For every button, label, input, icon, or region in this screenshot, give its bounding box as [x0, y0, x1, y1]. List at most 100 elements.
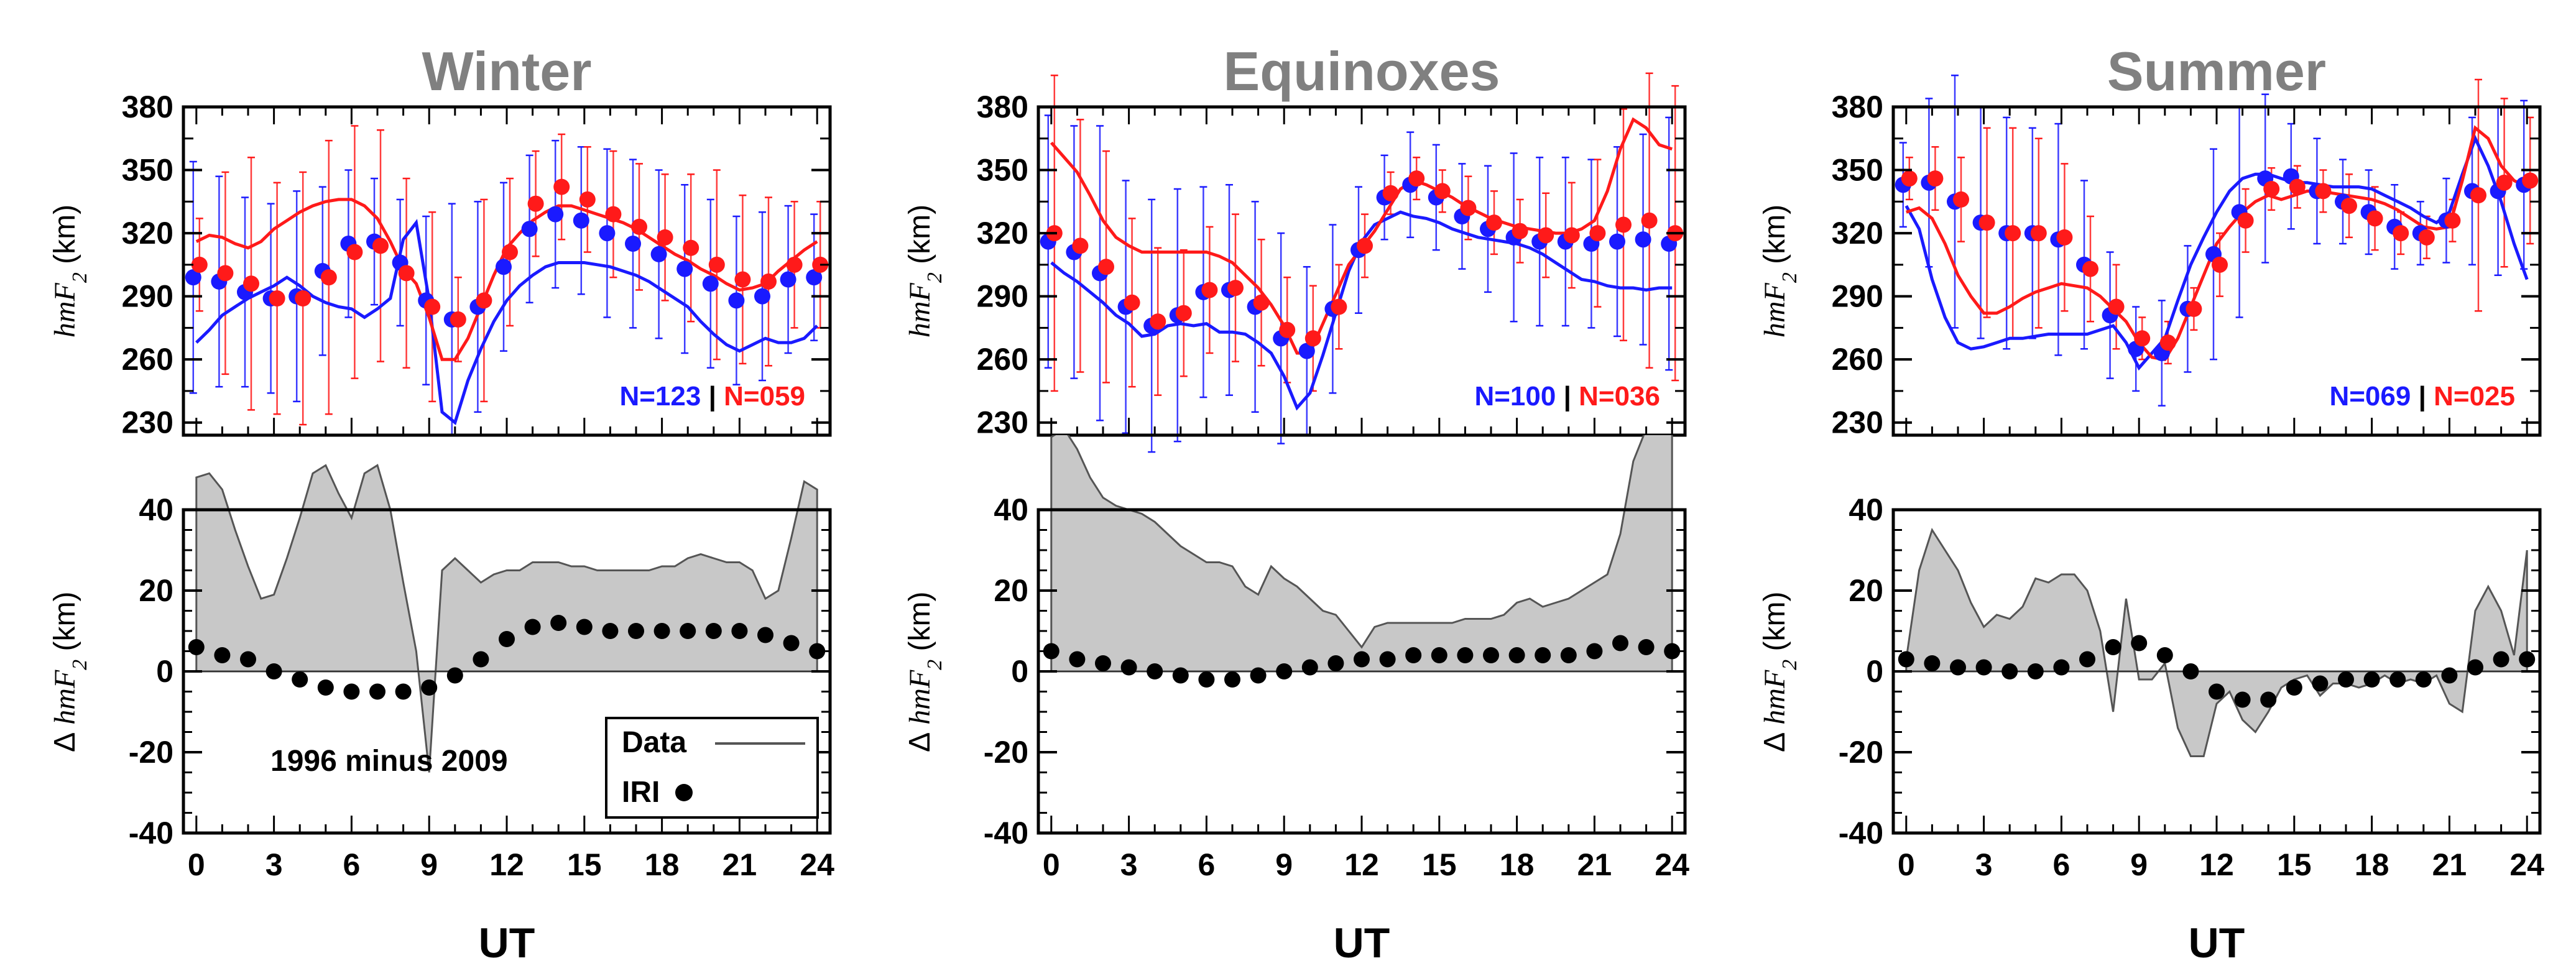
y-tick-label: 0: [156, 654, 173, 689]
mean-points: [185, 178, 829, 328]
iri-point: [602, 623, 619, 639]
red-point: [2315, 183, 2332, 200]
iri-point: [2234, 691, 2251, 708]
n-separator: |: [2411, 381, 2434, 412]
iri-point: [1327, 655, 1344, 671]
y-tick-label: 290: [122, 279, 173, 314]
red-point: [2212, 256, 2228, 273]
red-point: [2341, 198, 2357, 214]
iri-point: [783, 635, 800, 651]
iri-point: [240, 651, 256, 668]
delta-data-area: [1905, 528, 2528, 757]
red-point: [2522, 172, 2539, 189]
red-point: [2418, 229, 2435, 246]
red-point: [1408, 170, 1425, 187]
iri-point: [705, 623, 722, 639]
red-point: [320, 269, 337, 286]
red-point: [1641, 212, 1658, 229]
red-point: [1304, 330, 1321, 347]
y-tick-label: 0: [1866, 654, 1883, 689]
x-tick-label: 6: [343, 847, 360, 882]
x-tick-label: 21: [2432, 847, 2467, 882]
blue-point: [650, 246, 667, 262]
red-point: [553, 178, 570, 195]
red-point: [1901, 170, 1918, 187]
iri-points: [1898, 635, 2536, 708]
x-tick-label: 6: [2052, 847, 2070, 882]
y-tick-label: -20: [1839, 735, 1883, 770]
n-count-label: N=069 | N=025: [2329, 381, 2515, 412]
bottom-y-axis-label: ∆ hmF2 (km): [48, 592, 91, 752]
iri-point: [1172, 667, 1189, 684]
y-tick-label: 230: [1832, 405, 1883, 440]
legend-data-label: Data: [622, 726, 686, 759]
red-point: [1201, 282, 1218, 298]
y-tick-label: -40: [1839, 816, 1883, 850]
iri-point: [2415, 671, 2432, 688]
iri-point: [1508, 647, 1525, 663]
iri-point: [214, 647, 231, 663]
iri-point: [1095, 655, 1111, 671]
red-point: [786, 256, 803, 273]
red-point: [372, 237, 389, 254]
ylabel-main: hmF: [903, 282, 936, 338]
ylabel-delta: ∆: [1758, 725, 1791, 752]
iri-point: [1147, 663, 1163, 679]
iri-point: [1586, 643, 1603, 660]
red-point: [502, 244, 518, 260]
bottom-y-axis-label: ∆ hmF2 (km): [903, 592, 946, 752]
iri-point: [2441, 667, 2458, 684]
legend: Data IRI: [605, 717, 819, 819]
y-tick-label: 40: [994, 492, 1028, 527]
ylabel-sub: 2: [1778, 272, 1801, 283]
iri-point: [1043, 643, 1059, 660]
x-tick-label: 24: [1655, 847, 1689, 882]
red-point: [191, 256, 208, 273]
red-point: [2393, 225, 2409, 242]
blue-point: [521, 221, 538, 237]
red-point: [2470, 187, 2486, 204]
x-tick-label: 15: [567, 847, 602, 882]
ylabel-unit: (km): [48, 205, 81, 272]
iri-point: [2338, 671, 2354, 688]
red-point: [579, 191, 596, 208]
y-tick-label: 20: [139, 573, 173, 608]
blue-point: [1298, 343, 1315, 359]
iri-point: [1379, 651, 1396, 668]
blue-point: [754, 288, 770, 305]
n-red-label: N=059: [724, 381, 805, 412]
ylabel-main: hmF: [1758, 282, 1791, 338]
red-point: [1927, 170, 1944, 187]
x-tick-label: 9: [420, 847, 438, 882]
iri-point: [1301, 659, 1318, 676]
y-tick-label: 320: [1832, 216, 1883, 251]
iri-point: [473, 651, 489, 668]
red-point: [398, 265, 415, 282]
red-point: [2444, 212, 2461, 229]
red-point: [217, 265, 234, 282]
x-tick-label: 9: [2130, 847, 2148, 882]
iri-point: [2467, 659, 2483, 676]
top-y-axis-label: hmF2 (km): [903, 205, 946, 338]
iri-point: [1431, 647, 1447, 663]
ylabel-main: hmF: [903, 670, 936, 725]
red-point: [1538, 227, 1554, 244]
x-tick-label: 21: [1577, 847, 1612, 882]
x-tick-label: 12: [1344, 847, 1379, 882]
blue-point: [780, 271, 796, 288]
y-tick-label: 0: [1011, 654, 1028, 689]
ylabel-main: hmF: [48, 670, 81, 725]
red-point: [1098, 259, 1114, 275]
red-point: [450, 311, 466, 328]
iri-point: [2027, 663, 2044, 679]
red-point: [1615, 216, 1632, 233]
y-tick-label: 350: [122, 153, 173, 188]
red-point: [1486, 214, 1502, 231]
iri-point: [2209, 683, 2225, 700]
blue-point: [676, 260, 693, 277]
iri-point: [2105, 639, 2121, 655]
x-tick-label: 15: [2277, 847, 2312, 882]
iri-point: [2131, 635, 2148, 651]
iri-point: [2053, 659, 2070, 676]
iri-point: [1198, 671, 1215, 688]
